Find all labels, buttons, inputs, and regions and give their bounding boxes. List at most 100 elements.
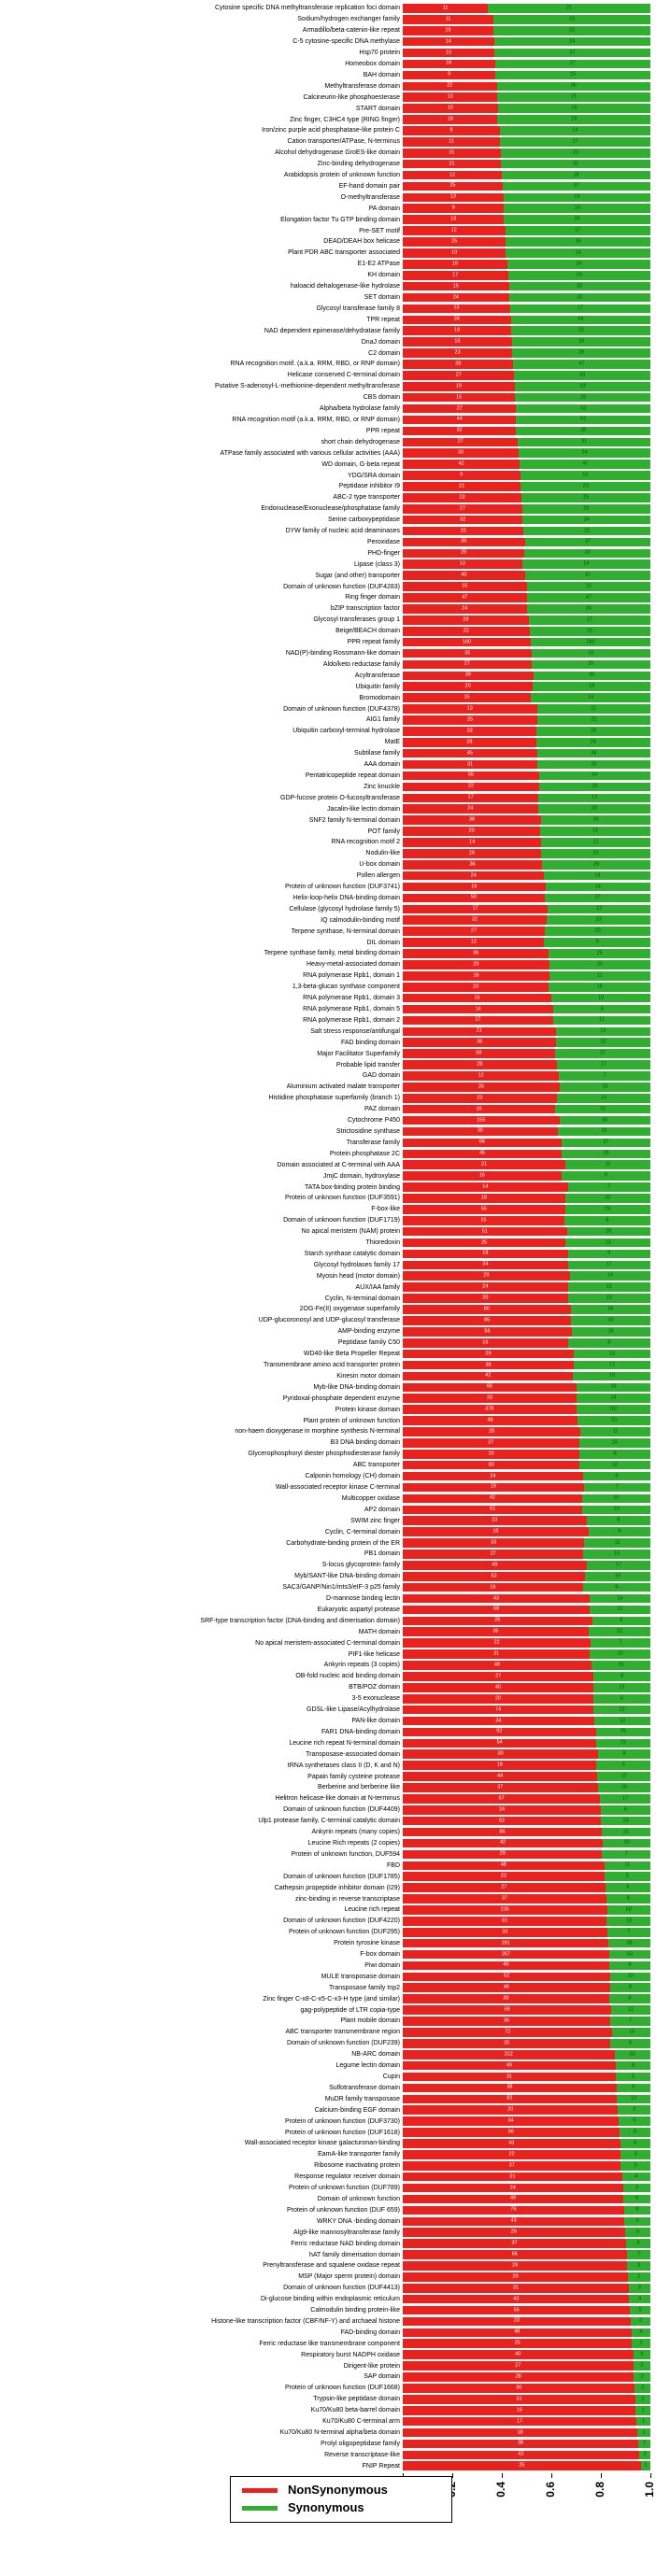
nonsynonymous-count: 14 bbox=[475, 1005, 481, 1012]
nonsynonymous-segment: 66 bbox=[403, 2250, 627, 2259]
nonsynonymous-count: 9 bbox=[451, 205, 455, 211]
synonymous-count: 20 bbox=[577, 282, 583, 289]
synonymous-segment: 29 bbox=[497, 115, 650, 124]
stacked-bar: 44 12 bbox=[403, 1772, 650, 1781]
chart-row: Zinc finger, C3HC4 type (RING finger) 18 2… bbox=[0, 114, 650, 125]
stacked-bar: 53 19 bbox=[403, 1571, 650, 1581]
stacked-bar: 54 15 bbox=[403, 1738, 650, 1748]
category-label: Plant mobile domain bbox=[340, 2017, 400, 2025]
synonymous-segment: 3 bbox=[618, 2105, 650, 2116]
nonsynonymous-segment: 54 bbox=[403, 1738, 597, 1748]
category-label: 1,3-beta-glucan synthase component bbox=[292, 984, 400, 991]
nonsynonymous-count: 20 bbox=[512, 2273, 519, 2280]
synonymous-count: 11 bbox=[599, 1016, 605, 1023]
stacked-bar: 14 9 bbox=[403, 1004, 650, 1014]
stacked-bar: 31 5 bbox=[403, 2072, 650, 2082]
synonymous-count: 17 bbox=[608, 1361, 616, 1367]
category-label: Beige/BEACH domain bbox=[335, 628, 400, 635]
synonymous-count: 13 bbox=[622, 1817, 629, 1823]
chart-row: Peptidase family C50 16 8 bbox=[0, 1338, 650, 1349]
nonsynonymous-segment: 21 bbox=[403, 1026, 556, 1037]
stacked-bar: 37 15 bbox=[403, 1438, 650, 1448]
nonsynonymous-segment: 25 bbox=[403, 715, 538, 725]
chart-row: Di-glucose binding within endoplasmic re… bbox=[0, 2294, 650, 2305]
stacked-bar: 55 29 bbox=[403, 1205, 650, 1214]
nonsynonymous-segment: 31 bbox=[403, 2283, 629, 2293]
chart-row: Zinc knuckle 22 18 bbox=[0, 781, 650, 792]
category-label: Zinc finger, C3HC4 type (RING finger) bbox=[290, 116, 400, 123]
chart-row: Kinesin motor domain 42 19 bbox=[0, 1370, 650, 1381]
stacked-bar: 36 37 bbox=[403, 537, 650, 547]
chart-row: Protein of unknown function (DUF 659) 76 9 bbox=[0, 2204, 650, 2215]
category-label: Papain family cysteine protease bbox=[307, 1773, 400, 1780]
chart-row: Major Facilitator Superfamily 59 37 bbox=[0, 1048, 650, 1059]
stacked-bar: 10 17 bbox=[403, 48, 650, 58]
nonsynonymous-count: 20 bbox=[488, 1451, 494, 1457]
synonymous-segment: 12 bbox=[548, 904, 650, 914]
category-label: Protein of unknown function (DUF3730) bbox=[285, 2117, 400, 2125]
nonsynonymous-count: 29 bbox=[483, 1272, 490, 1279]
stacked-bar: 29 7 bbox=[403, 1849, 650, 1860]
chart-row: Prenyltransferase and squalene oxidase r… bbox=[0, 2260, 650, 2272]
synonymous-segment: 44 bbox=[510, 315, 650, 325]
synonymous-count: 7 bbox=[607, 1183, 611, 1190]
synonymous-count: 15 bbox=[602, 1083, 608, 1090]
category-label: KH domain bbox=[367, 272, 400, 279]
nonsynonymous-count: 31 bbox=[506, 2073, 513, 2079]
nonsynonymous-count: 37 bbox=[501, 1895, 507, 1902]
nonsynonymous-segment: 22 bbox=[403, 81, 497, 92]
chart-row: Ulp1 protease family, C-terminal catalyt… bbox=[0, 1816, 650, 1827]
nonsynonymous-segment: 25 bbox=[403, 2339, 633, 2349]
chart-row: DnaJ domain 15 19 bbox=[0, 336, 650, 347]
synonymous-segment: 30 bbox=[524, 548, 650, 559]
category-label: Cathepsin propeptide inhibitor domain (I… bbox=[274, 1884, 400, 1891]
synonymous-count: 10 bbox=[620, 1784, 627, 1790]
nonsynonymous-segment: 20 bbox=[403, 682, 534, 692]
synonymous-segment: 47 bbox=[513, 360, 650, 369]
category-label: Carbohydrate-binding protein of the ER bbox=[286, 1539, 400, 1547]
stacked-bar: 25 35 bbox=[403, 237, 650, 247]
nonsynonymous-count: 12 bbox=[449, 171, 456, 177]
synonymous-segment: 38 bbox=[516, 426, 650, 436]
category-label: Ankyrin repeats (3 copies) bbox=[323, 1662, 400, 1669]
synonymous-count: 9 bbox=[635, 2206, 639, 2213]
nonsynonymous-segment: 22 bbox=[403, 782, 539, 792]
stacked-bar: 27 29 bbox=[403, 503, 650, 514]
synonymous-segment: 11 bbox=[564, 1160, 650, 1169]
synonymous-count: 3 bbox=[634, 2151, 637, 2158]
synonymous-count: 2 bbox=[640, 2373, 644, 2380]
synonymous-count: 20 bbox=[594, 927, 601, 934]
nonsynonymous-count: 29 bbox=[461, 549, 467, 556]
stacked-bar: 12 7 bbox=[403, 1071, 650, 1081]
nonsynonymous-count: 42 bbox=[499, 1839, 506, 1846]
nonsynonymous-count: 27 bbox=[490, 1550, 496, 1557]
category-label: zinc-binding in reverse transcriptase bbox=[294, 1895, 400, 1903]
nonsynonymous-segment: 20 bbox=[403, 827, 541, 836]
legend-item-nonsynonymous: NonSynonymous bbox=[242, 2483, 440, 2497]
nonsynonymous-segment: 72 bbox=[403, 2028, 613, 2037]
synonymous-segment: 14 bbox=[589, 1593, 650, 1604]
chart-row: ABC transporter 80 32 bbox=[0, 1460, 650, 1471]
synonymous-segment: 29 bbox=[521, 503, 650, 514]
nonsynonymous-segment: 30 bbox=[403, 1994, 609, 2003]
stacked-bar: 40 41 bbox=[403, 571, 650, 580]
nonsynonymous-segment: 28 bbox=[403, 1060, 557, 1069]
stacked-bar: 43 5 bbox=[403, 2216, 650, 2227]
category-label: TATA box-binding protein binding bbox=[305, 1183, 400, 1191]
synonymous-segment: 14 bbox=[499, 126, 650, 135]
stacked-bar: 61 23 bbox=[403, 1505, 650, 1515]
synonymous-segment: 13 bbox=[616, 2094, 650, 2104]
nonsynonymous-segment: 26 bbox=[403, 1083, 561, 1092]
stacked-bar: 21 13 bbox=[403, 1026, 650, 1037]
nonsynonymous-segment: 28 bbox=[403, 737, 536, 747]
chart-row: Myosin head (motor domain) 29 14 bbox=[0, 1270, 650, 1281]
chart-row: Calponin homology (CH) domain 24 9 bbox=[0, 1471, 650, 1482]
category-label: Protein phosphatase 2C bbox=[329, 1150, 400, 1157]
chart-row: Domain of unknown function (DUF1785) 22 5 bbox=[0, 1871, 650, 1882]
synonymous-count: 35 bbox=[589, 672, 595, 678]
synonymous-segment: 2 bbox=[632, 2339, 650, 2349]
chart-row: Calcineurin-like phosphoesterase 13 21 bbox=[0, 92, 650, 103]
nonsynonymous-segment: 34 bbox=[403, 315, 511, 325]
nonsynonymous-count: 44 bbox=[497, 1773, 504, 1779]
stacked-bar: 15 10 bbox=[403, 993, 650, 1003]
